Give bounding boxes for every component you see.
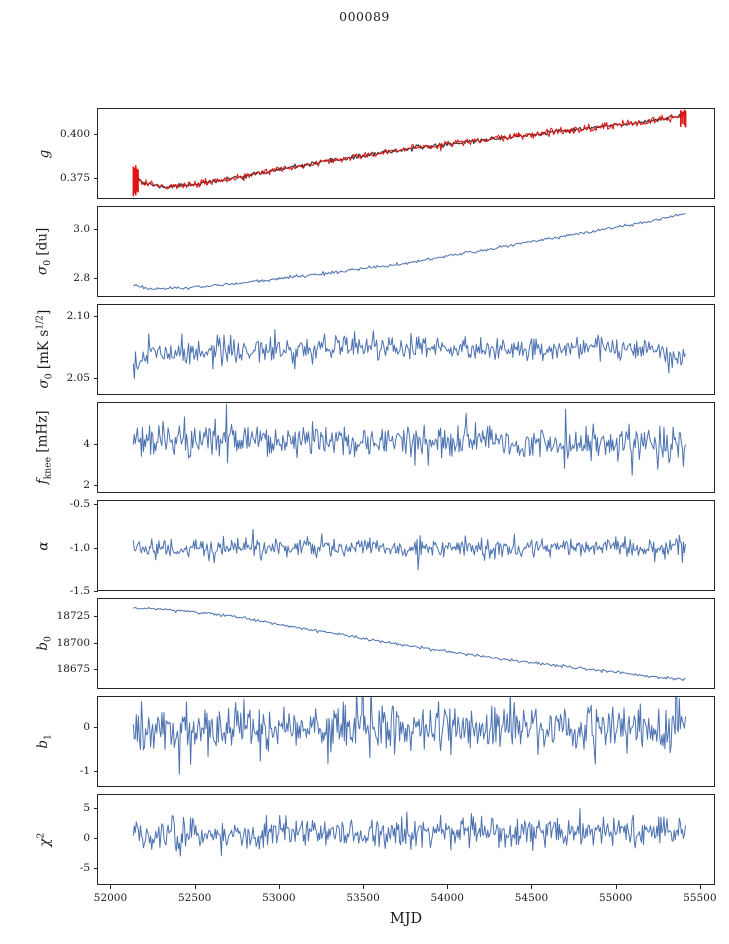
- y-tick-label: 2.10: [66, 310, 90, 323]
- x-axis-title: MJD: [389, 911, 423, 927]
- y-tick-mark: [94, 808, 98, 810]
- x-tick-label: 55000: [598, 892, 633, 904]
- y-tick-mark: [94, 377, 98, 379]
- y-tick-label: -0.5: [69, 498, 90, 511]
- alpha-line: [132, 528, 686, 571]
- y-tick-mark: [94, 616, 98, 618]
- panel-b1: b1 0 -1: [35, 696, 715, 787]
- panel-fknee: fknee [mHz] 4 2: [35, 402, 715, 493]
- y-tick-label: 5: [83, 802, 90, 815]
- x-tick-label: 52500: [177, 892, 212, 904]
- y-tick-mark: [94, 867, 98, 869]
- y-tick-label: 18725: [56, 610, 90, 623]
- sigma0-du-line: [133, 212, 686, 290]
- y-tick-mark: [94, 771, 98, 773]
- x-tick-mark: [699, 885, 701, 889]
- b1-line: [132, 697, 686, 775]
- y-tick-mark: [94, 837, 98, 839]
- sigma0-mk-line: [132, 329, 686, 380]
- y-tick-mark: [94, 642, 98, 644]
- y-tick-label: -1.0: [69, 541, 90, 554]
- y-tick-label: 3.0: [73, 223, 90, 236]
- y-tick-mark: [94, 177, 98, 179]
- figure-title: 000089: [339, 9, 390, 24]
- y-tick-label: 0.375: [59, 171, 90, 184]
- panel-sigma0-mk: σ0 [mK s1/2] 2.10 2.05: [34, 304, 715, 395]
- y-tick-label: 0: [83, 831, 90, 844]
- y-tick-mark: [94, 484, 98, 486]
- y-tick-label: 0: [83, 720, 90, 733]
- y-tick-label: -1.5: [69, 585, 90, 598]
- x-tick-mark: [110, 885, 112, 889]
- plot-area-alpha: [132, 528, 686, 571]
- fknee-line: [132, 403, 686, 476]
- panels: g 0.400 0.375 σ0 [du] 3.0 2.8 σ0 [mK s1/2] 2.10…: [34, 108, 715, 885]
- y-tick-label: 2: [83, 478, 90, 491]
- y-tick-mark: [94, 316, 98, 318]
- y-tick-mark: [94, 229, 98, 231]
- plot-area-b1: [132, 697, 686, 775]
- y-tick-mark: [94, 443, 98, 445]
- x-tick-mark: [615, 885, 617, 889]
- x-tick-label: 53000: [262, 892, 296, 904]
- y-tick-label: 18700: [56, 636, 90, 649]
- x-tick-label: 53500: [346, 892, 380, 904]
- y-tick-mark: [94, 726, 98, 728]
- panel-alpha: α -0.5 -1.0 -1.5: [36, 498, 715, 597]
- x-tick-mark: [194, 885, 196, 889]
- plot-area-sigma0-du: [133, 212, 686, 290]
- x-tick-label: 52000: [93, 892, 128, 904]
- x-tick-label: 55500: [683, 892, 717, 904]
- y-tick-label: -5: [79, 861, 90, 874]
- y-tick-mark: [94, 504, 98, 506]
- x-tick-mark: [531, 885, 533, 889]
- y-tick-label: 18675: [56, 663, 90, 676]
- plot-area-g: [132, 109, 687, 197]
- plot-area-sigma0-mk: [132, 329, 686, 380]
- x-tick-label: 54500: [514, 892, 549, 904]
- y-tick-mark: [94, 669, 98, 671]
- chi2-line: [132, 808, 686, 857]
- y-tick-label: 2.05: [66, 371, 90, 384]
- y-tick-label: 0.400: [59, 128, 90, 141]
- b0-line: [133, 606, 686, 682]
- y-tick-mark: [94, 547, 98, 549]
- plot-area-chi2: [132, 808, 686, 857]
- x-tick-mark: [447, 885, 449, 889]
- x-tick-mark: [363, 885, 365, 889]
- panel-b0: b0 18725 18700 18675: [35, 598, 715, 689]
- y-tick-label: 4: [83, 437, 90, 450]
- panel-chi2: χ2 5 0 -5: [35, 794, 715, 885]
- panel-sigma0-du: σ0 [du] 3.0 2.8: [35, 206, 715, 297]
- y-tick-mark: [94, 134, 98, 136]
- y-tick-label: -1: [79, 765, 90, 778]
- plot-area-b0: [133, 606, 686, 682]
- gain-data: [133, 112, 686, 190]
- plot-area-fknee: [132, 403, 686, 476]
- panel-g: g 0.400 0.375: [36, 108, 715, 199]
- y-tick-mark: [94, 278, 98, 280]
- y-tick-mark: [94, 591, 98, 593]
- x-axis: 52000 52500 53000 53500 54000 54500 55000 55500: [94, 885, 717, 911]
- y-tick-label: 2.8: [73, 272, 90, 285]
- x-tick-label: 54000: [430, 892, 464, 904]
- x-tick-mark: [278, 885, 280, 889]
